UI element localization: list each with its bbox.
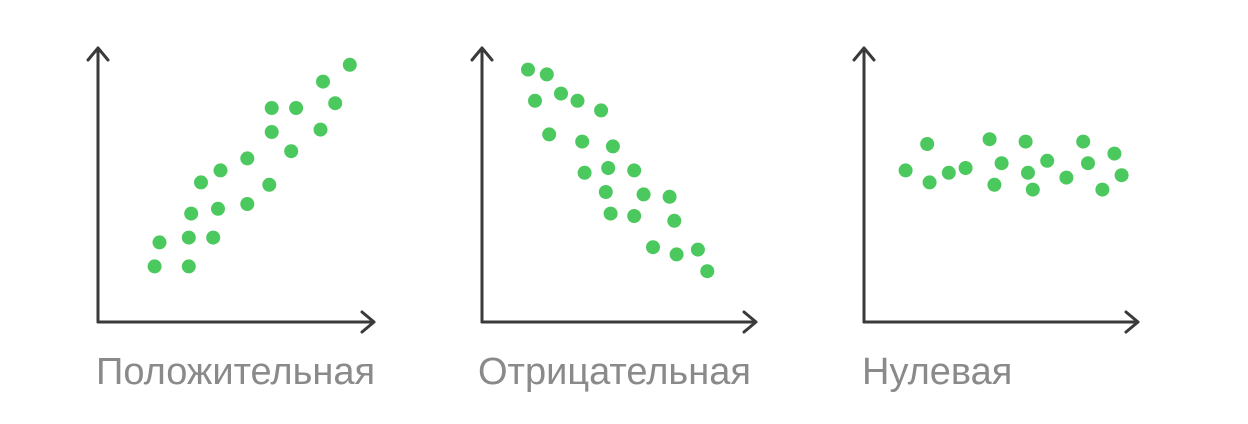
data-point-negative-18 bbox=[667, 214, 681, 228]
data-point-positive-18 bbox=[328, 96, 342, 110]
chart-title-negative: Отрицательная bbox=[478, 351, 751, 393]
data-point-zero-12 bbox=[1059, 171, 1073, 185]
data-point-zero-14 bbox=[1081, 156, 1095, 170]
chart-title-positive: Положительная bbox=[96, 351, 375, 393]
data-point-negative-21 bbox=[700, 264, 714, 278]
data-point-positive-1 bbox=[153, 235, 167, 249]
data-point-negative-5 bbox=[571, 94, 585, 108]
y-axis-arrow-positive bbox=[88, 48, 108, 322]
data-point-positive-9 bbox=[240, 197, 254, 211]
data-point-zero-8 bbox=[1019, 135, 1033, 149]
y-axis-arrow-zero bbox=[854, 48, 874, 322]
data-point-positive-14 bbox=[284, 144, 298, 158]
x-axis-arrow-negative bbox=[482, 312, 756, 332]
chart-positive: Положительная bbox=[88, 48, 375, 393]
data-point-negative-2 bbox=[540, 67, 554, 81]
data-point-zero-13 bbox=[1076, 135, 1090, 149]
data-point-zero-15 bbox=[1095, 183, 1109, 197]
chart-title-zero: Нулевая bbox=[862, 351, 1012, 393]
data-point-zero-6 bbox=[987, 178, 1001, 192]
data-point-negative-9 bbox=[599, 185, 613, 199]
data-point-positive-2 bbox=[182, 259, 196, 273]
data-point-positive-12 bbox=[265, 125, 279, 139]
data-point-positive-19 bbox=[343, 58, 357, 72]
data-point-zero-11 bbox=[1040, 154, 1054, 168]
data-point-negative-6 bbox=[575, 135, 589, 149]
data-point-zero-17 bbox=[1115, 168, 1129, 182]
data-point-negative-12 bbox=[606, 139, 620, 153]
data-point-zero-1 bbox=[920, 137, 934, 151]
data-point-positive-10 bbox=[240, 151, 254, 165]
data-point-positive-16 bbox=[314, 123, 328, 137]
data-point-zero-7 bbox=[995, 156, 1009, 170]
data-point-negative-15 bbox=[637, 187, 651, 201]
data-point-zero-0 bbox=[899, 163, 913, 177]
data-point-negative-20 bbox=[691, 243, 705, 257]
data-point-positive-6 bbox=[206, 231, 220, 245]
x-axis-arrow-zero bbox=[864, 312, 1138, 332]
points-zero bbox=[899, 132, 1129, 196]
data-point-negative-16 bbox=[646, 240, 660, 254]
data-point-negative-7 bbox=[578, 166, 592, 180]
data-point-negative-0 bbox=[521, 63, 535, 77]
data-point-negative-13 bbox=[627, 163, 641, 177]
data-point-zero-9 bbox=[1021, 166, 1035, 180]
points-negative bbox=[521, 63, 714, 279]
data-point-positive-3 bbox=[182, 231, 196, 245]
chart-zero: Нулевая bbox=[854, 48, 1138, 393]
data-point-negative-19 bbox=[670, 247, 684, 261]
points-positive bbox=[148, 58, 357, 274]
data-point-zero-10 bbox=[1026, 183, 1040, 197]
chart-negative: Отрицательная bbox=[472, 48, 756, 393]
data-point-negative-3 bbox=[542, 127, 556, 141]
data-point-positive-15 bbox=[289, 101, 303, 115]
data-point-zero-5 bbox=[983, 132, 997, 146]
data-point-negative-1 bbox=[528, 94, 542, 108]
data-point-negative-17 bbox=[663, 190, 677, 204]
data-point-zero-3 bbox=[942, 166, 956, 180]
x-axis-arrow-positive bbox=[98, 312, 374, 332]
data-point-positive-11 bbox=[262, 178, 276, 192]
data-point-zero-4 bbox=[959, 161, 973, 175]
data-point-negative-10 bbox=[601, 161, 615, 175]
data-point-negative-8 bbox=[594, 103, 608, 117]
data-point-positive-7 bbox=[211, 202, 225, 216]
data-point-positive-17 bbox=[316, 75, 330, 89]
data-point-positive-0 bbox=[148, 259, 162, 273]
data-point-positive-5 bbox=[194, 175, 208, 189]
data-point-zero-16 bbox=[1107, 147, 1121, 161]
data-point-positive-4 bbox=[184, 207, 198, 221]
data-point-zero-2 bbox=[923, 175, 937, 189]
data-point-negative-4 bbox=[554, 87, 568, 101]
data-point-negative-11 bbox=[604, 207, 618, 221]
data-point-positive-13 bbox=[265, 101, 279, 115]
data-point-positive-8 bbox=[214, 163, 228, 177]
y-axis-arrow-negative bbox=[472, 48, 492, 322]
data-point-negative-14 bbox=[627, 209, 641, 223]
